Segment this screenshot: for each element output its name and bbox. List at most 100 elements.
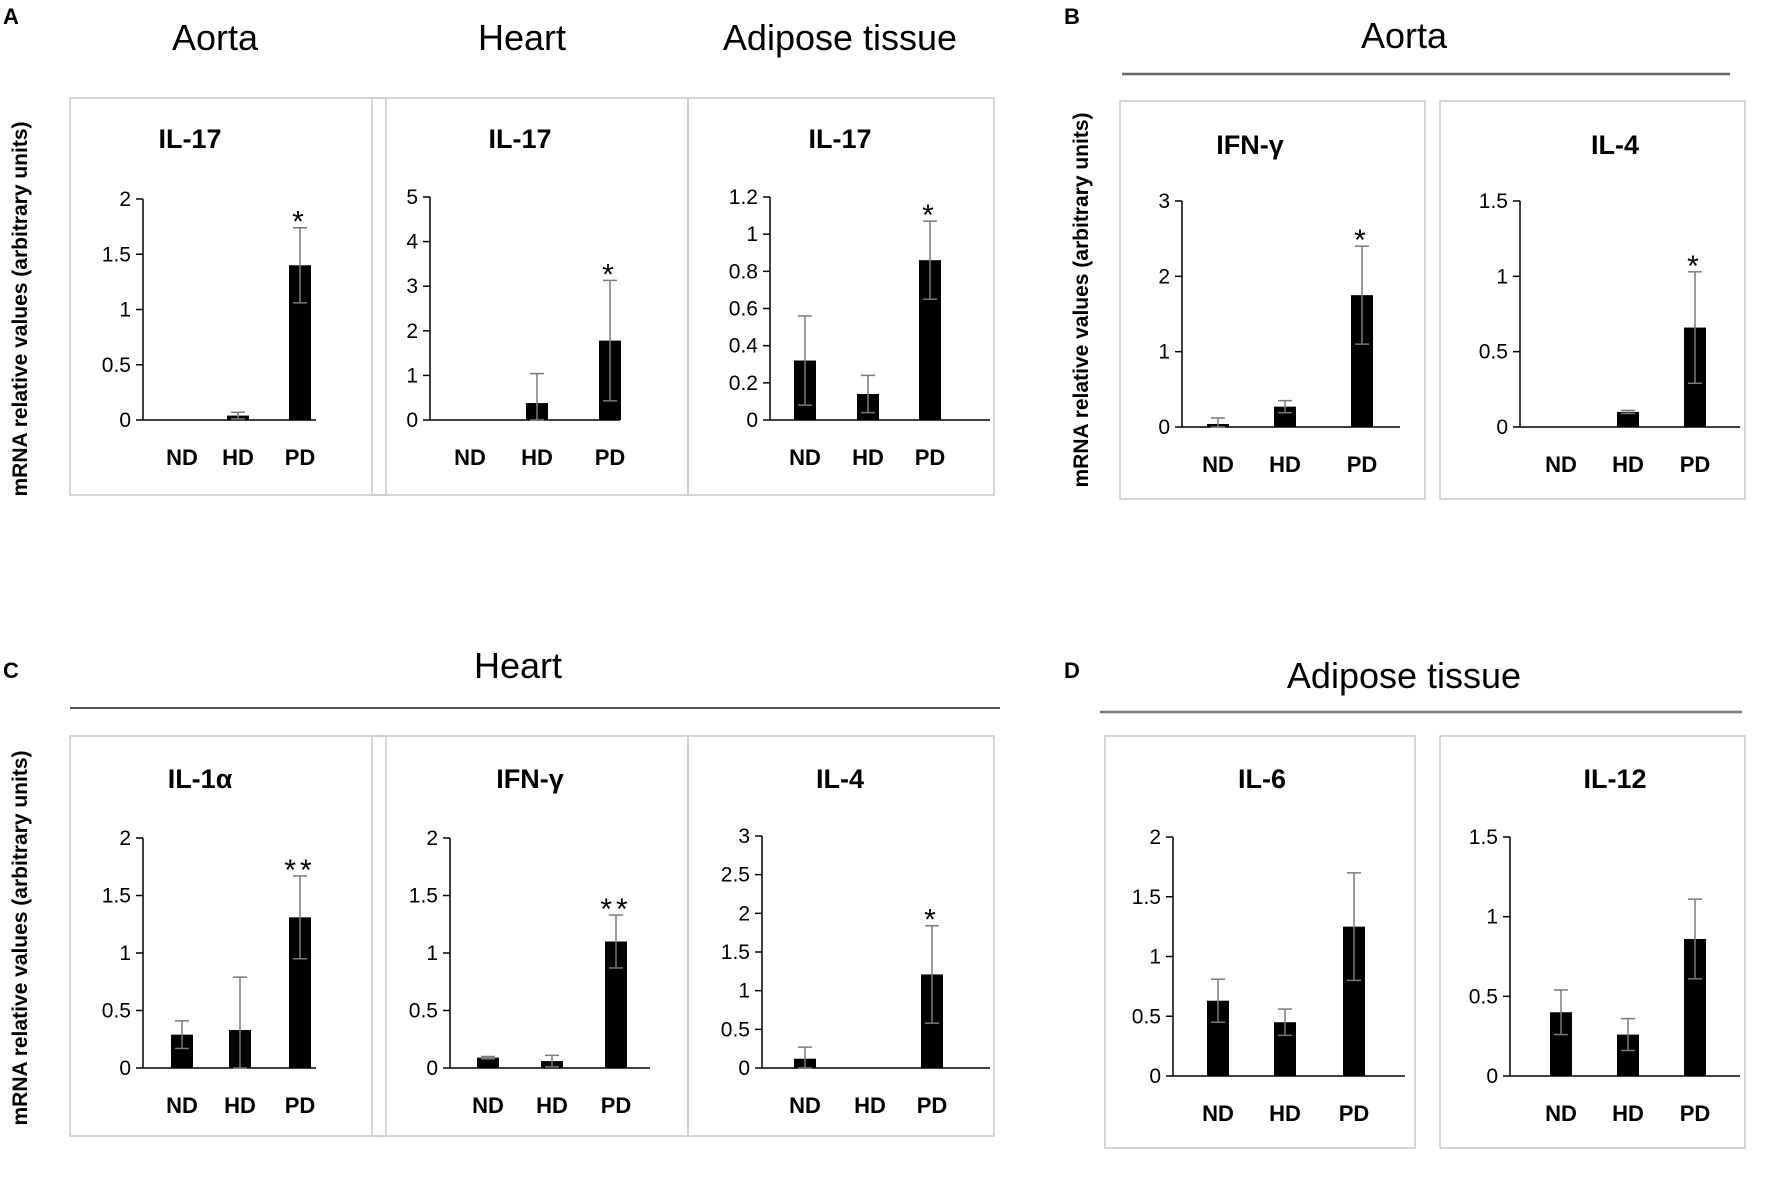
chart-frame [69, 735, 387, 1137]
chart-title: IL-17 [158, 124, 221, 154]
x-category-label: HD [1269, 452, 1301, 477]
y-tick-label: 2 [426, 827, 438, 850]
tissue-title-a-heart: Heart [478, 17, 566, 58]
y-tick-label: 3 [1158, 190, 1170, 213]
chart-frame [687, 97, 995, 496]
chart-a-aorta-il17: IL-17 0 0.5 1 1.5 2 ND HD * PD [69, 97, 387, 496]
y-tick-label: 2 [1149, 826, 1161, 849]
tissue-title-a-aorta: Aorta [172, 17, 259, 58]
significance-marker: * [1354, 224, 1370, 257]
y-tick-label: 0.5 [1469, 985, 1498, 1008]
chart-title: IL-4 [1591, 130, 1639, 160]
y-tick-label: 0.4 [729, 335, 759, 358]
chart-c-heart-ifng: IFN-γ 0 0.5 1 1.5 2 ND HD ** PD [371, 735, 689, 1137]
x-category-label: PD [1347, 452, 1378, 477]
chart-frame [1119, 100, 1426, 500]
y-tick-label: 0 [406, 409, 418, 432]
x-category-label: HD [1269, 1101, 1301, 1126]
bar [171, 1034, 193, 1068]
y-tick-label: 1.2 [729, 186, 758, 209]
x-category-label: HD [1612, 1101, 1644, 1126]
y-tick-label: 0.5 [409, 1000, 438, 1023]
y-tick-label: 0 [1486, 1065, 1498, 1088]
tissue-title-a-adipose: Adipose tissue [723, 17, 957, 58]
y-tick-label: 2 [119, 188, 131, 211]
x-category-label: HD [854, 1093, 886, 1118]
x-category-label: ND [166, 1093, 198, 1118]
x-category-label: HD [852, 445, 884, 470]
chart-title: IL-1α [168, 764, 233, 794]
x-category-label: HD [1612, 452, 1644, 477]
y-tick-label: 2 [406, 320, 418, 343]
y-tick-label: 1 [1496, 265, 1508, 288]
x-category-label: ND [789, 445, 821, 470]
y-tick-label: 0 [119, 1057, 131, 1080]
significance-marker: ** [600, 893, 631, 926]
panel-letter-c: C [3, 658, 19, 683]
panel-letter-d: D [1064, 658, 1080, 683]
y-tick-label: 1 [738, 980, 750, 1003]
y-tick-label: 2.5 [721, 864, 750, 887]
chart-c-heart-il4: IL-4 0 0.5 1 1.5 2 2.5 3 ND HD * PD [687, 735, 995, 1137]
bar [1617, 1034, 1639, 1076]
y-tick-label: 1 [119, 299, 131, 322]
chart-title: IL-17 [488, 124, 551, 154]
y-axis-label-c: mRNA relative values (arbitrary units) [9, 750, 32, 1125]
tissue-title-b-aorta: Aorta [1361, 15, 1448, 56]
x-category-label: PD [595, 445, 626, 470]
y-tick-label: 1.5 [102, 885, 131, 908]
x-category-label: PD [1339, 1101, 1370, 1126]
bar [1343, 926, 1365, 1076]
y-tick-label: 0 [119, 409, 131, 432]
y-tick-label: 0.8 [729, 260, 758, 283]
y-axis-label-b: mRNA relative values (arbitrary units) [1070, 112, 1093, 487]
chart-title: IL-17 [808, 124, 871, 154]
x-category-label: PD [917, 1093, 948, 1118]
y-tick-label: 3 [738, 825, 750, 848]
x-category-label: PD [285, 1093, 316, 1118]
y-tick-label: 1.5 [721, 941, 750, 964]
chart-frame [1104, 735, 1416, 1149]
y-tick-label: 0.5 [102, 1000, 131, 1023]
y-tick-label: 0.5 [721, 1018, 750, 1041]
significance-marker: * [922, 199, 938, 232]
tissue-title-c-heart: Heart [474, 645, 562, 686]
y-tick-label: 2 [1158, 265, 1170, 288]
y-tick-label: 1.5 [102, 243, 131, 266]
y-tick-label: 0.5 [1132, 1005, 1161, 1028]
x-category-label: PD [1680, 1101, 1711, 1126]
panel-letter-a: A [3, 4, 19, 29]
y-tick-label: 1 [746, 223, 758, 246]
x-category-label: HD [521, 445, 553, 470]
chart-title: IL-6 [1238, 764, 1286, 794]
chart-frame [371, 97, 689, 496]
chart-d-adipose-il6: IL-6 0 0.5 1 1.5 2 ND HD PD [1104, 735, 1416, 1149]
chart-b-aorta-il4: IL-4 0 0.5 1 1.5 ND HD * PD [1439, 100, 1746, 500]
y-tick-label: 0 [1149, 1065, 1161, 1088]
chart-title: IL-12 [1583, 764, 1646, 794]
bar [1617, 411, 1639, 427]
y-tick-label: 1 [426, 942, 438, 965]
y-tick-label: 5 [406, 186, 418, 209]
y-tick-label: 0.6 [729, 298, 758, 321]
y-tick-label: 0.5 [102, 354, 131, 377]
x-category-label: HD [536, 1093, 568, 1118]
bar [1207, 1000, 1229, 1076]
x-category-label: HD [222, 445, 254, 470]
y-tick-label: 1.5 [1469, 826, 1498, 849]
bar [919, 260, 941, 420]
significance-marker: * [924, 904, 940, 937]
significance-marker: ** [284, 854, 315, 887]
y-tick-label: 0 [746, 409, 758, 432]
bar [1274, 406, 1296, 427]
y-tick-label: 1 [119, 942, 131, 965]
bar [1351, 295, 1373, 427]
chart-a-heart-il17: IL-17 0 1 2 3 4 5 ND HD * PD [371, 97, 689, 496]
y-tick-label: 0 [426, 1057, 438, 1080]
chart-frame [371, 735, 689, 1137]
chart-d-adipose-il12: IL-12 0 0.5 1 1.5 ND HD PD [1439, 735, 1746, 1149]
chart-frame [69, 97, 387, 496]
y-tick-label: 1 [1158, 341, 1170, 364]
x-category-label: ND [472, 1093, 504, 1118]
